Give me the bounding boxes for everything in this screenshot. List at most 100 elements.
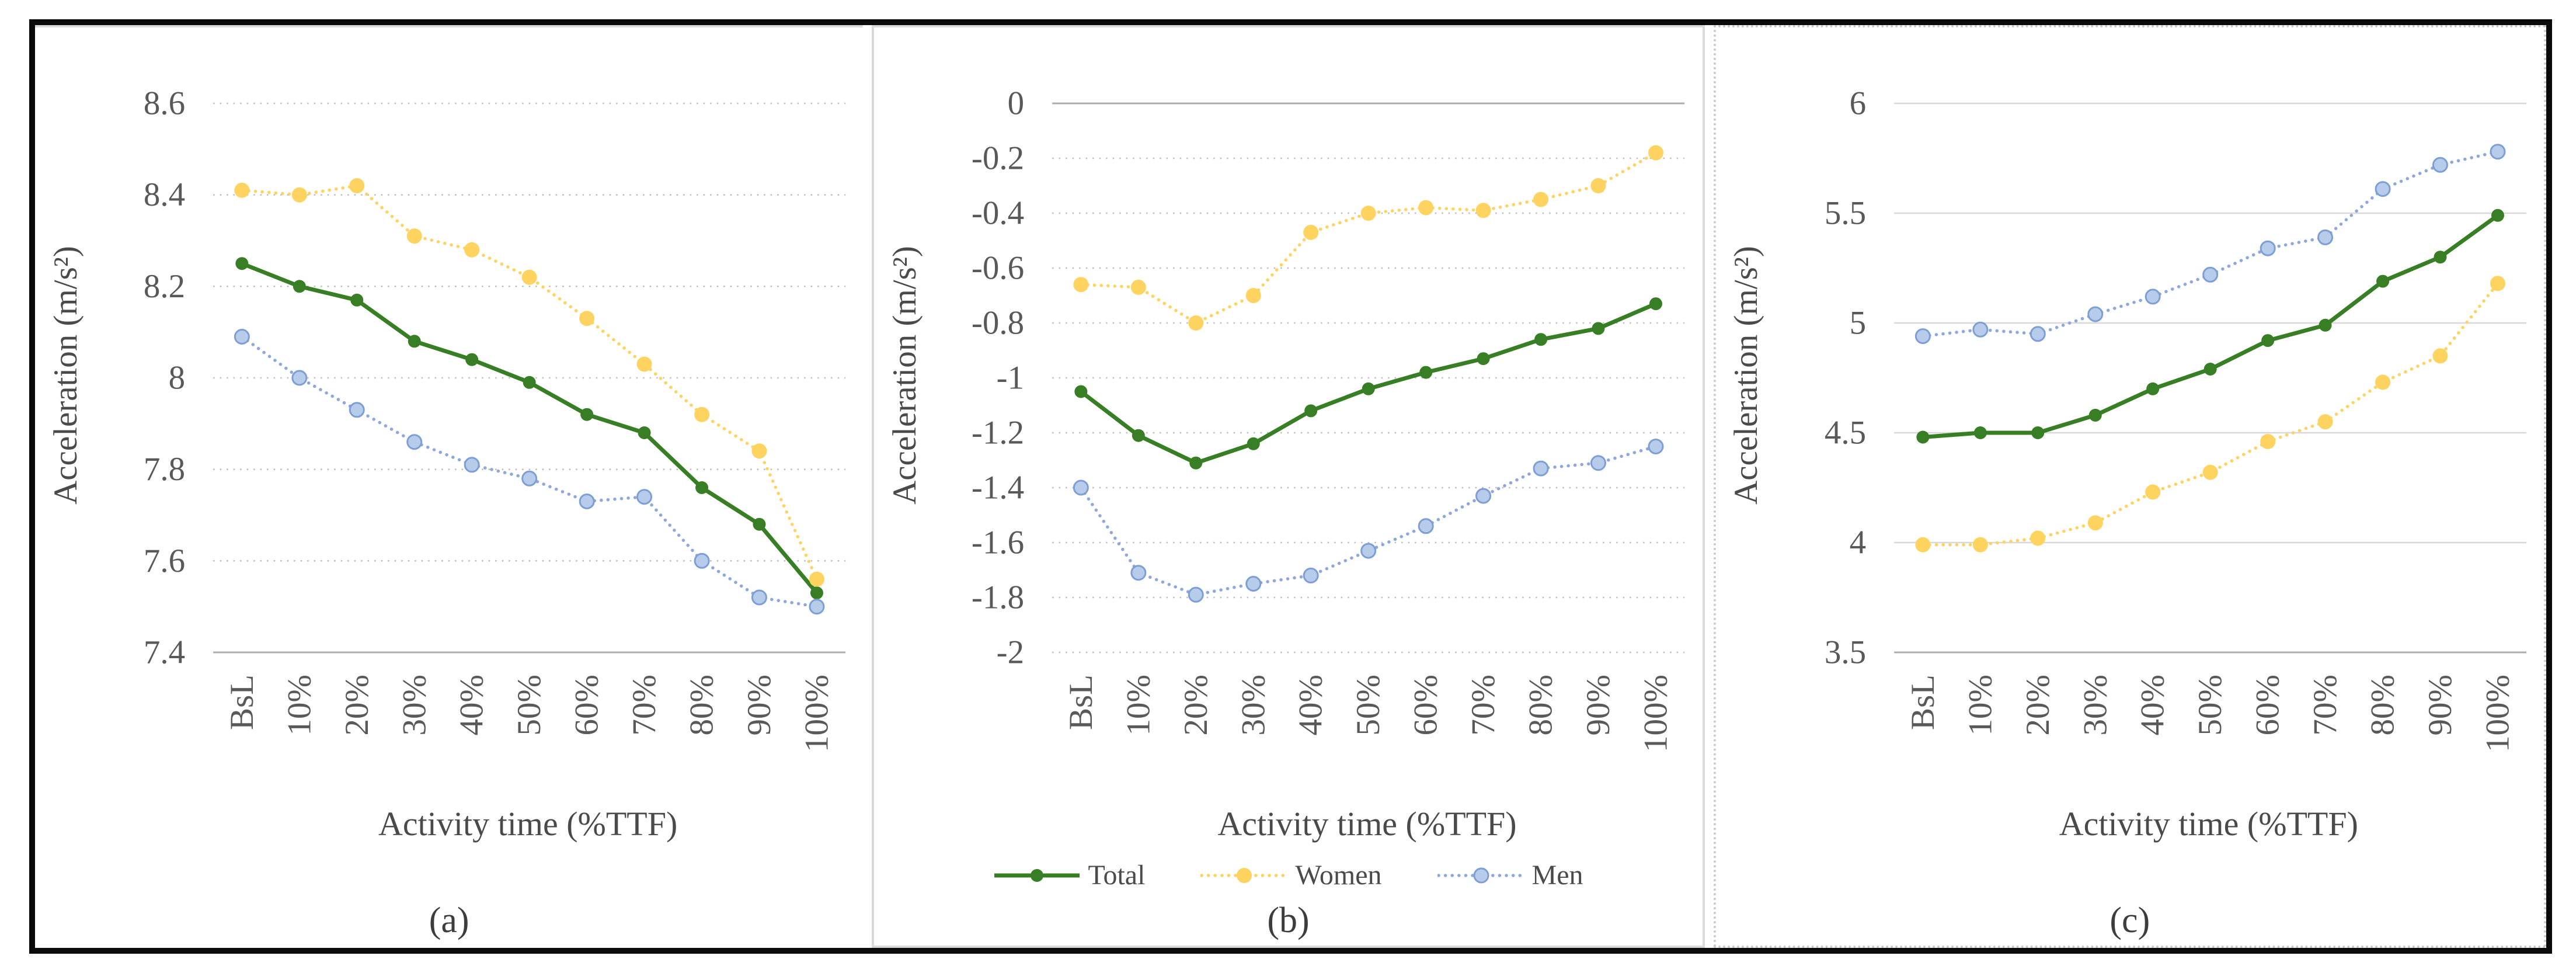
y-tick-label: 8.2 bbox=[144, 268, 185, 305]
data-point-marker-total bbox=[695, 481, 709, 494]
data-point-marker-men bbox=[1245, 576, 1262, 592]
legend-label: Women bbox=[1295, 860, 1382, 891]
legend: Total Women Men bbox=[874, 859, 1702, 891]
data-point-marker-total bbox=[465, 353, 479, 366]
panel-a: 8.6 8.4 8.2 8 7.8 7.6 7.4 BsL 10% 20% 30% 40% 50% 60%… bbox=[35, 25, 864, 948]
data-point-marker-women bbox=[2490, 276, 2505, 291]
data-point-marker-women bbox=[1188, 315, 1204, 331]
y-tick-label: 7.4 bbox=[144, 634, 185, 671]
series-line-men bbox=[1921, 150, 2500, 338]
data-point-marker-women bbox=[2260, 434, 2275, 449]
x-tick-label: 80% bbox=[1523, 675, 1559, 735]
x-tick-label: 60% bbox=[1408, 675, 1444, 735]
x-tick-label: 80% bbox=[684, 675, 720, 735]
data-point-marker-women bbox=[234, 182, 250, 198]
data-point-marker-total bbox=[1074, 385, 1088, 398]
x-tick-label: 70% bbox=[2307, 675, 2344, 735]
x-axis-title-c: Activity time (%TTF) bbox=[2059, 805, 2358, 843]
data-point-marker-total bbox=[1189, 456, 1203, 470]
data-point-marker-men bbox=[809, 599, 825, 615]
data-point-marker-total bbox=[1477, 352, 1490, 366]
data-point-marker-total bbox=[1973, 426, 1987, 439]
chart-a-plot: 8.6 8.4 8.2 8 7.8 7.6 7.4 BsL 10% 20% 30% 40% 50% 60%… bbox=[144, 85, 846, 752]
data-point-marker-men bbox=[2317, 229, 2333, 245]
legend-item-women: Women bbox=[1200, 859, 1382, 891]
y-tick-label: -1.4 bbox=[972, 470, 1024, 506]
data-point-marker-total bbox=[2261, 334, 2274, 348]
series-line-men bbox=[240, 335, 819, 609]
x-tick-label: 20% bbox=[339, 675, 375, 735]
data-point-marker-men bbox=[1914, 328, 1931, 345]
legend-item-total: Total bbox=[993, 859, 1145, 891]
data-point-marker-women bbox=[2087, 515, 2103, 531]
y-tick-label: -1.8 bbox=[972, 579, 1024, 616]
data-point-marker-total bbox=[1916, 430, 1930, 444]
data-point-marker-men bbox=[2202, 266, 2218, 283]
x-tick-label: BsL bbox=[1063, 675, 1099, 730]
x-tick-label: 40% bbox=[1293, 675, 1329, 735]
data-point-marker-women bbox=[349, 178, 365, 193]
x-tick-label: BsL bbox=[1905, 675, 1941, 730]
legend-label: Men bbox=[1531, 860, 1583, 891]
x-tick-label: 20% bbox=[2019, 675, 2056, 735]
y-tick-label: 3.5 bbox=[1825, 634, 1866, 671]
x-tick-label: 70% bbox=[1465, 675, 1502, 735]
data-point-marker-women bbox=[2145, 484, 2160, 500]
x-tick-label: 100% bbox=[1638, 675, 1675, 752]
panel-c-caption: (c) bbox=[2109, 901, 2150, 940]
x-tick-label: 10% bbox=[1962, 675, 1999, 735]
data-point-marker-total bbox=[810, 586, 823, 600]
data-point-marker-men bbox=[2432, 157, 2448, 173]
y-tick-label: -0.6 bbox=[972, 250, 1024, 287]
x-tick-label: BsL bbox=[224, 675, 260, 730]
data-point-marker-total bbox=[1304, 404, 1318, 418]
data-point-marker-men bbox=[2260, 240, 2276, 256]
panel-b-caption: (b) bbox=[1267, 901, 1310, 940]
data-point-marker-men bbox=[2145, 289, 2161, 305]
figure-frame: 8.6 8.4 8.2 8 7.8 7.6 7.4 BsL 10% 20% 30% 40% 50% 60%… bbox=[29, 19, 2552, 954]
x-tick-label: 80% bbox=[2364, 675, 2401, 735]
legend-item-men: Men bbox=[1437, 859, 1583, 891]
x-tick-label: 50% bbox=[511, 675, 548, 735]
data-point-marker-men bbox=[636, 489, 653, 505]
data-point-marker-women bbox=[1915, 537, 1931, 552]
data-point-marker-men bbox=[694, 552, 710, 569]
legend-marker bbox=[1237, 867, 1252, 883]
x-tick-label: 40% bbox=[454, 675, 490, 735]
x-tick-label: 60% bbox=[569, 675, 605, 735]
data-point-marker-total bbox=[1419, 366, 1433, 379]
data-point-marker-women bbox=[694, 406, 710, 422]
data-point-marker-total bbox=[1534, 333, 1548, 346]
data-point-marker-total bbox=[2319, 318, 2332, 332]
data-point-marker-total bbox=[2146, 382, 2159, 395]
data-point-marker-women bbox=[1475, 203, 1491, 218]
series-line-women bbox=[240, 184, 819, 581]
x-tick-label: 30% bbox=[1235, 675, 1272, 735]
data-point-marker-men bbox=[1533, 460, 1549, 477]
data-point-marker-total bbox=[1649, 297, 1663, 311]
data-point-marker-men bbox=[464, 457, 480, 473]
x-tick-label: 30% bbox=[396, 675, 433, 735]
data-point-marker-women bbox=[464, 242, 480, 258]
panel-b: 0 -0.2 -0.4 -0.6 -0.8 -1 -1.2 -1.4 -1.6 -1.8 -2 BsL… bbox=[872, 25, 1705, 948]
y-tick-label: -0.8 bbox=[972, 305, 1024, 342]
data-point-marker-total bbox=[1592, 322, 1605, 335]
data-point-marker-men bbox=[1303, 567, 1319, 583]
data-point-marker-women bbox=[2202, 464, 2218, 480]
data-point-marker-men bbox=[1418, 518, 1434, 534]
data-point-marker-men bbox=[2030, 326, 2046, 342]
data-point-marker-men bbox=[2087, 306, 2103, 322]
x-tick-label: 100% bbox=[2479, 675, 2516, 752]
series-line-women bbox=[1079, 151, 1658, 325]
x-tick-label: 20% bbox=[1178, 675, 1214, 735]
data-point-marker-men bbox=[1073, 479, 1089, 496]
data-point-marker-men bbox=[2375, 181, 2391, 197]
data-point-marker-total bbox=[2376, 274, 2389, 288]
data-point-marker-total bbox=[2203, 363, 2217, 376]
data-point-marker-total bbox=[2031, 426, 2044, 439]
x-tick-label: 100% bbox=[798, 675, 835, 752]
x-tick-label: 90% bbox=[2422, 675, 2459, 735]
data-point-marker-women bbox=[751, 443, 767, 459]
data-point-marker-total bbox=[1362, 382, 1375, 395]
data-point-marker-total bbox=[753, 517, 766, 531]
